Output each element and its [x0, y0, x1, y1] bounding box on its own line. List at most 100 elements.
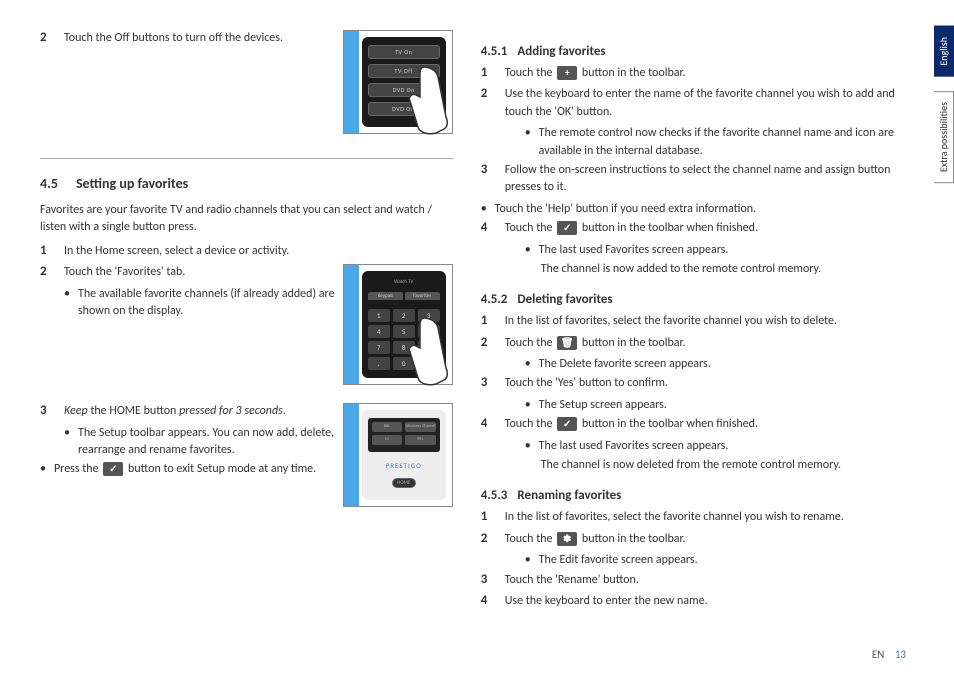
step-number: 3	[481, 375, 495, 390]
page-body: TV On TV Off DVD On DVD Off 2 Touch the …	[0, 0, 954, 675]
gear-icon	[557, 532, 577, 546]
step-number: 1	[481, 65, 495, 80]
italic-pressed: pressed for 3 seconds	[179, 404, 283, 418]
step-452-2: 2 Touch the button in the toolbar.	[481, 335, 914, 352]
text: the HOME button	[88, 404, 179, 418]
bullet-available-channels: • The available favorite channels (if al…	[64, 286, 335, 321]
step-452-4: 4 Touch the button in the toolbar when f…	[481, 416, 914, 433]
step-453-1: 1 In the list of favorites, select the f…	[481, 509, 914, 526]
bullet-dot: •	[64, 286, 70, 321]
bullet-text: The Setup screen appears.	[539, 397, 667, 414]
step-452-3: 3 Touch the 'Yes' button to confirm.	[481, 375, 914, 392]
brand-label: PRESTIGO	[368, 461, 440, 470]
step-number: 1	[481, 509, 495, 524]
step-number: 4	[481, 220, 495, 235]
thumb-keypad: Watch TV Keypad Favorites 1 2 3 4 5 6 7 …	[343, 264, 453, 385]
bullet-text: The remote control now checks if the fav…	[539, 125, 914, 160]
trash-icon	[557, 336, 577, 350]
step-number: 2	[481, 531, 495, 546]
bullet-setup-toolbar: • The Setup toolbar appears. You can now…	[64, 425, 335, 460]
step-number: 1	[40, 243, 54, 258]
step-453-2: 2 Touch the button in the toolbar.	[481, 531, 914, 548]
bullet-edit-screen: • The Edit favorite screen appears.	[525, 552, 914, 569]
bullet-text: The Delete favorite screen appears.	[539, 356, 711, 373]
text: button in the toolbar.	[579, 532, 685, 546]
text: button in the toolbar.	[579, 336, 685, 350]
heading-title: Deleting favorites	[517, 292, 612, 307]
bullet-dot: •	[525, 356, 531, 373]
step-text: Touch the button in the toolbar.	[505, 335, 914, 352]
bullet-text: The Setup toolbar appears. You can now a…	[78, 425, 335, 460]
logo: M	[372, 435, 403, 445]
thumb-header: Watch TV	[368, 279, 440, 285]
home-button: HOME	[392, 478, 416, 488]
step-text: Touch the button in the toolbar.	[505, 531, 914, 548]
step-text: Keep the HOME button pressed for 3 secon…	[64, 403, 335, 420]
bullet-help: • Touch the 'Help' button if you need ex…	[481, 201, 914, 218]
step-number: 3	[40, 403, 54, 418]
key-1: 1	[368, 309, 390, 322]
step-text: Touch the Off buttons to turn off the de…	[64, 30, 335, 47]
heading-title: Renaming favorites	[517, 488, 621, 503]
step-453-3: 3 Touch the 'Rename' button.	[481, 572, 914, 589]
step-453-4: 4 Use the keyboard to enter the new name…	[481, 593, 914, 610]
bullet-dot: •	[525, 242, 531, 259]
step-number: 2	[40, 30, 54, 45]
step-text: Touch the 'Rename' button.	[505, 572, 914, 589]
bullet-deleted: The channel is now deleted from the remo…	[541, 457, 914, 474]
footer-page-number: 13	[895, 648, 906, 661]
heading-number: 4.5.3	[481, 488, 508, 503]
step-451-1: 1 Touch the button in the toolbar.	[481, 65, 914, 82]
step-number: 4	[481, 416, 495, 431]
step-number: 3	[481, 162, 495, 177]
heading-number: 4.5.2	[481, 292, 508, 307]
bullet-text: The channel is now deleted from the remo…	[541, 457, 841, 474]
check-icon	[557, 417, 577, 431]
logo: RTL	[405, 435, 436, 445]
step-text: Use the keyboard to enter the name of th…	[505, 86, 914, 121]
bullet-dot: •	[64, 425, 70, 460]
page-footer: EN 13	[872, 648, 906, 661]
footer-lang: EN	[872, 648, 884, 661]
step-text: Touch the button in the toolbar when fin…	[505, 416, 914, 433]
bullet-last-screen: • The last used Favorites screen appears…	[525, 242, 914, 259]
thumb-tabs: Keypad Favorites	[368, 292, 440, 300]
heading-number: 4.5.1	[481, 44, 508, 59]
text: Touch the	[505, 66, 556, 80]
step-text: Use the keyboard to enter the new name.	[505, 593, 914, 610]
bullet-setup-screen: • The Setup screen appears.	[525, 397, 914, 414]
bullet-text: The last used Favorites screen appears.	[539, 438, 729, 455]
logo-row-1: BBC Discovery Channel	[372, 422, 436, 432]
check-icon	[557, 221, 577, 235]
key-dot: .	[368, 357, 390, 370]
step-number: 2	[481, 335, 495, 350]
text: button in the toolbar.	[579, 66, 685, 80]
finger-icon	[394, 57, 454, 137]
bullet-text: Touch the 'Help' button if you need extr…	[495, 201, 756, 218]
text: button in the toolbar when finished.	[579, 417, 758, 431]
step-2-favorites-tab: 2 Touch the 'Favorites' tab.	[40, 264, 335, 281]
heading-number: 4.5	[40, 175, 58, 192]
heading-4-5-3: 4.5.3 Renaming favorites	[481, 488, 914, 503]
bullet-dot: •	[525, 125, 531, 160]
step-text: Follow the on-screen instructions to sel…	[505, 162, 914, 197]
logo: Discovery Channel	[405, 422, 436, 432]
text: Touch the	[505, 532, 556, 546]
text: Touch the	[505, 221, 556, 235]
bullet-dot: •	[525, 552, 531, 569]
heading-title: Setting up favorites	[76, 175, 188, 192]
bullet-text: The last used Favorites screen appears.	[539, 242, 729, 259]
text: Press the	[54, 462, 101, 476]
step-text: In the list of favorites, select the fav…	[505, 313, 914, 330]
heading-4-5-1: 4.5.1 Adding favorites	[481, 44, 914, 59]
check-icon	[103, 462, 123, 476]
bullet-text: The channel is now added to the remote c…	[541, 261, 822, 278]
step-number: 3	[481, 572, 495, 587]
step-452-1: 1 In the list of favorites, select the f…	[481, 313, 914, 330]
step-number: 1	[481, 313, 495, 328]
heading-4-5-2: 4.5.2 Deleting favorites	[481, 292, 914, 307]
thumb-prestigo: BBC Discovery Channel M RTL PRESTIGO HOM…	[343, 403, 453, 507]
tab-keypad: Keypad	[368, 292, 403, 300]
heading-4-5: 4.5 Setting up favorites	[40, 175, 453, 192]
step-text: In the list of favorites, select the fav…	[505, 509, 914, 526]
